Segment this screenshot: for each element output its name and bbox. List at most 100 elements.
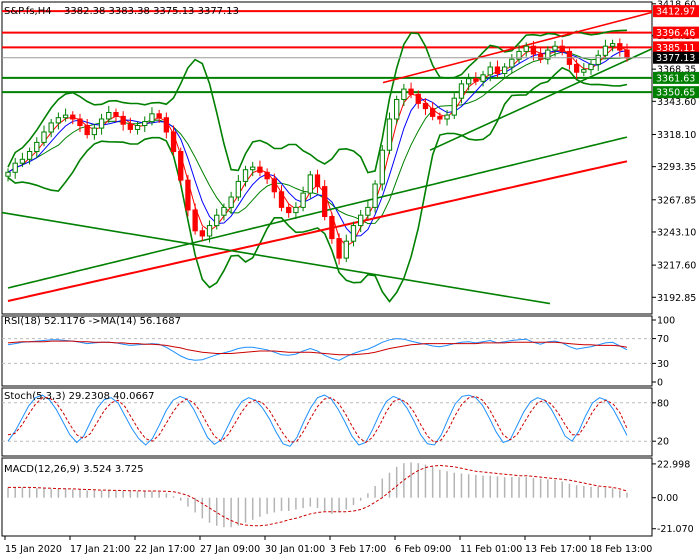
price-y-tick-label: 3243.10 — [657, 227, 696, 238]
macd-y-tick-label: 0.00 — [657, 493, 678, 504]
candle-body — [91, 127, 98, 136]
bollinger-upper — [7, 29, 628, 174]
candle-body — [48, 122, 54, 133]
price-tag-label: 3412.97 — [656, 7, 695, 18]
candle-body — [127, 123, 134, 130]
macd-panel: 22.998 0.00 -21.070 — [1, 457, 694, 537]
x-tick-label: 11 Feb 01:00 — [460, 544, 522, 555]
candle-body — [26, 151, 33, 160]
price-panel: 3418.603394.103368.353343.603318.103293.… — [1, 0, 699, 315]
candle-body — [545, 49, 551, 60]
candle-body — [34, 141, 40, 152]
price-frame — [1, 1, 653, 315]
rsi-y-tick-label: 70 — [657, 334, 669, 345]
price-tag-bg — [653, 86, 699, 99]
candle-body — [5, 171, 11, 177]
rsi-ma-line — [7, 340, 628, 356]
candle-body — [228, 196, 234, 208]
candle-body — [552, 45, 558, 51]
candle-body — [415, 93, 421, 104]
candle-body — [77, 118, 83, 126]
rsi-label: RSI(18) 52.1176 ->MA(14) 56.1687 — [4, 316, 181, 327]
candle-body — [250, 166, 256, 171]
candle-body — [609, 43, 616, 47]
candle-body — [617, 43, 623, 51]
candle-body — [271, 178, 277, 193]
candle-body — [379, 149, 385, 185]
macd-y-tick-label: -21.070 — [657, 524, 694, 535]
stoch-y-tick-label: 80 — [657, 398, 669, 409]
candle-body — [113, 112, 119, 117]
price-tag-label: 3385.11 — [656, 43, 695, 54]
candle-body — [106, 112, 112, 120]
rsi-y-tick-label: 0 — [657, 378, 663, 389]
candle-body — [422, 102, 429, 110]
candle-body — [221, 206, 227, 216]
candle-body — [19, 158, 26, 164]
candle-body — [509, 58, 515, 68]
candle-body — [134, 125, 141, 130]
candle-body — [329, 216, 335, 240]
price-tag-bg — [653, 41, 699, 54]
x-tick-label: 22 Jan 17:00 — [135, 544, 195, 555]
ma-200 — [7, 160, 628, 302]
candle-body — [192, 209, 198, 232]
price-tag-label: 3377.13 — [656, 53, 695, 64]
price-y-tick-label: 3267.85 — [657, 195, 696, 206]
rsi-y-tick-label: 30 — [657, 359, 669, 370]
stoch-y-tick-label: 20 — [657, 437, 669, 448]
stoch-label: Stoch(5,3,3) 29.2308 40.0667 — [4, 391, 155, 402]
candle-body — [242, 169, 249, 182]
candle-body — [350, 225, 357, 242]
trend-line-support — [429, 48, 653, 151]
candle-body — [430, 108, 436, 117]
candle-body — [120, 115, 126, 125]
price-tag-bg — [653, 51, 699, 64]
price-y-tick-label: 3318.10 — [657, 130, 696, 141]
candle-body — [214, 214, 220, 227]
candle-body — [401, 88, 407, 100]
macd-frame — [1, 457, 653, 537]
candle-body — [149, 113, 155, 123]
price-y-tick-label: 3343.60 — [657, 97, 696, 108]
price-tag-bg — [653, 26, 699, 39]
x-tick-label: 3 Feb 17:00 — [330, 544, 386, 555]
stochastic-panel: 80 20 — [1, 387, 669, 457]
x-tick-label: 13 Feb 17:00 — [525, 544, 587, 555]
candle-body — [300, 192, 306, 208]
price-tag-label: 3361.63 — [656, 73, 695, 84]
macd-y-tick-label: 22.998 — [657, 459, 690, 470]
candle-body — [41, 131, 47, 143]
rsi-frame — [1, 315, 653, 387]
macd-label: MACD(12,26,9) 3.524 3.725 — [4, 464, 144, 475]
candle-body — [451, 97, 457, 116]
candle-body — [408, 88, 414, 95]
candle-body — [307, 174, 313, 194]
candle-body — [559, 45, 565, 52]
trend-line-down — [1, 211, 551, 305]
bollinger-mid — [7, 51, 628, 225]
candle-body — [394, 99, 400, 120]
candle-body — [386, 118, 393, 151]
candle-body — [206, 225, 213, 237]
candle-body — [199, 230, 205, 237]
x-tick-label: 6 Feb 09:00 — [395, 544, 451, 555]
x-tick-label: 27 Jan 09:00 — [200, 544, 260, 555]
rsi-panel: 100 70 30 0 — [1, 315, 675, 389]
candle-body — [293, 206, 299, 214]
candle-body — [322, 186, 328, 218]
candle-body — [458, 83, 465, 99]
candle-body — [163, 117, 170, 133]
candle-body — [286, 206, 292, 214]
candle-body — [264, 171, 270, 180]
candle-body — [595, 54, 601, 65]
x-tick-label: 18 Feb 13:00 — [590, 544, 652, 555]
ma-fast — [7, 46, 628, 247]
stoch-frame — [1, 387, 653, 457]
price-tag-label: 3396.46 — [656, 28, 695, 39]
bollinger-lower — [7, 66, 628, 303]
candle-body — [523, 45, 529, 52]
price-tag-label: 3350.65 — [656, 88, 695, 99]
price-title: S&P.fs,H4 — [4, 6, 52, 17]
ma-100 — [7, 136, 628, 289]
